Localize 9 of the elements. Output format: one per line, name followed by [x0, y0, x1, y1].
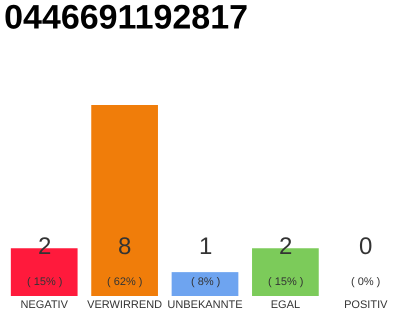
x-tick-label: UNBEKANNTE [167, 299, 243, 311]
data-label: 0 ( 0% ) [351, 233, 380, 288]
x-tick-label: VERWIRREND [87, 299, 162, 311]
data-label: 1 ( 8% ) [191, 233, 220, 288]
x-tick-label: NEGATIV [20, 299, 69, 311]
x-tick-label: POSITIV [344, 299, 388, 311]
chart-title: 0446691192817 [4, 0, 248, 37]
x-tick-label: EGAL [270, 299, 300, 311]
data-label: 8 ( 62% ) [107, 233, 142, 288]
